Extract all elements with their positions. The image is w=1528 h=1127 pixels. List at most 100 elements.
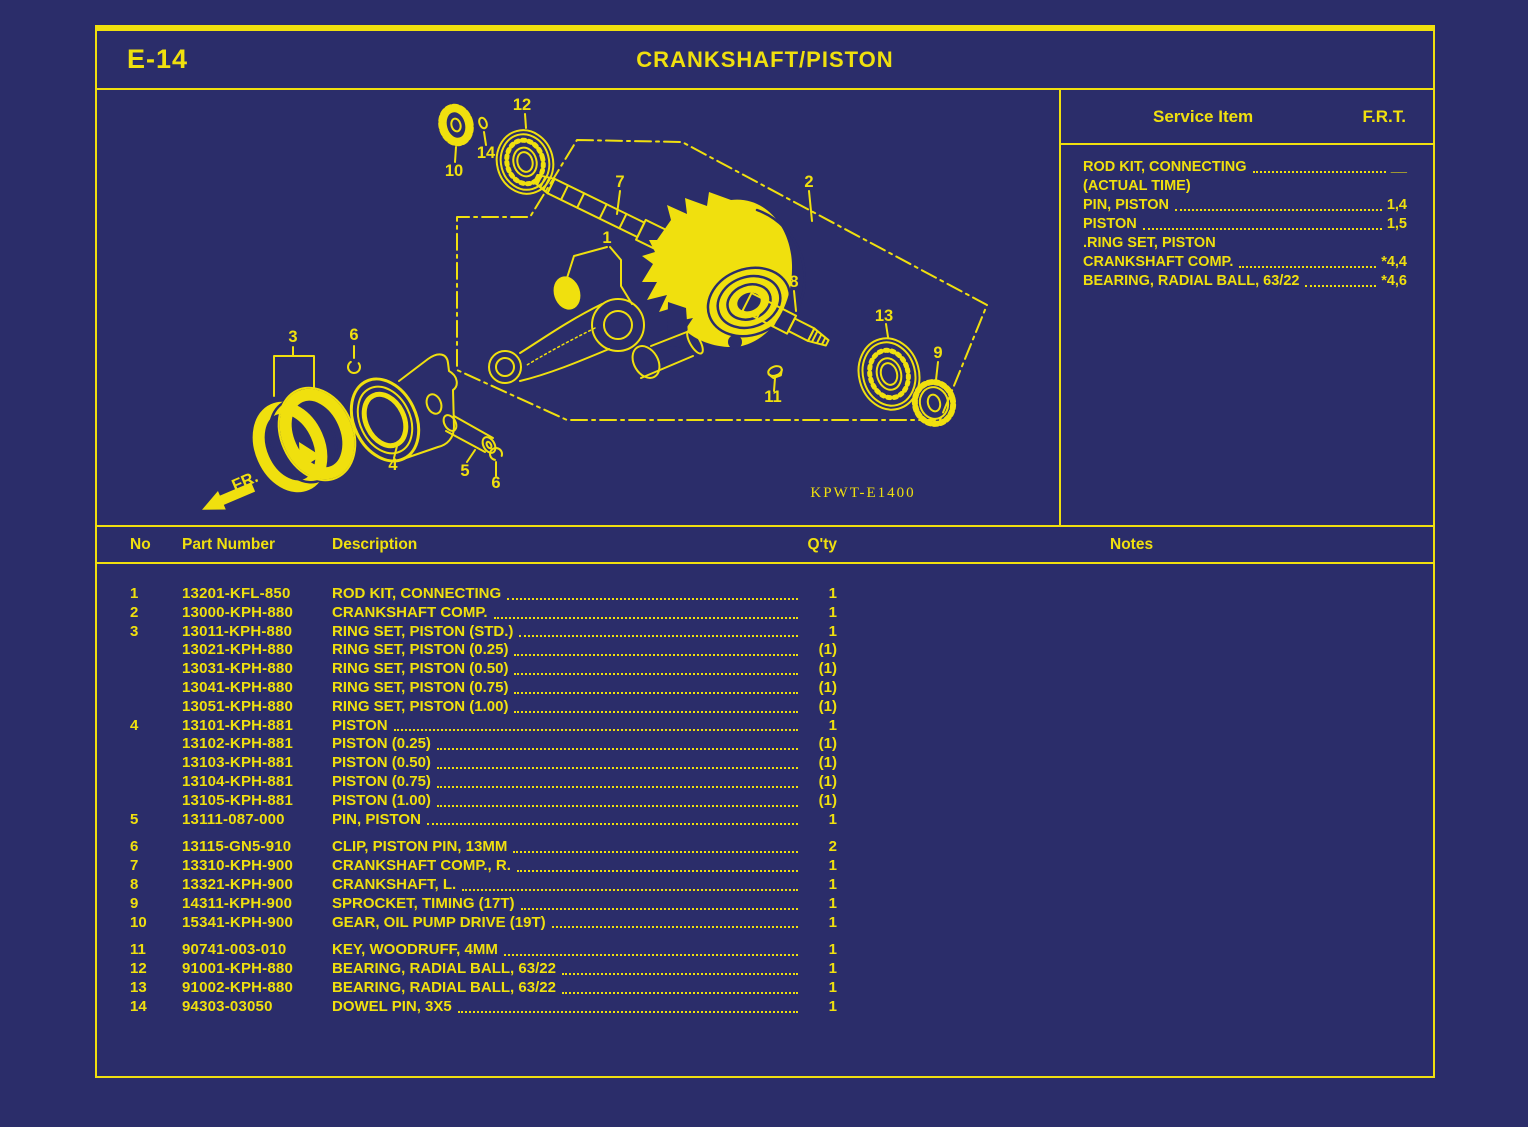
table-row: 8 13321-KPH-900 CRANKSHAFT, L. 1 [130,876,1433,895]
callout-label: 9 [933,344,942,362]
notes-cell [837,623,1433,642]
qty-cell: (1) [818,735,837,753]
dot-leader [507,597,798,600]
description-cell: PISTON (1.00) (1) [332,792,837,811]
table-row: 2 13000-KPH-880 CRANKSHAFT COMP. 1 [130,604,1433,623]
description-cell: CLIP, PISTON PIN, 13MM 2 [332,838,837,857]
service-item-frt: *4,4 [1381,254,1407,270]
dot-leader [1239,266,1377,268]
callout-label: 1 [602,229,611,247]
assembly-outline-dashline [456,139,988,421]
row-no-cell: 4 [130,716,139,734]
table-row: 13104-KPH-881 PISTON (0.75) (1) [130,773,1433,792]
description-text: RING SET, PISTON (0.25) [332,641,509,659]
col-header-notes: Notes [1110,535,1154,553]
table-row: 7 13310-KPH-900 CRANKSHAFT COMP., R. 1 [130,857,1433,876]
row-no-cell [130,735,182,754]
description-cell: RING SET, PISTON (1.00) (1) [332,698,837,717]
bearing-12 [495,129,555,195]
table-row: 13103-KPH-881 PISTON (0.50) (1) [130,754,1433,773]
qty-cell: (1) [818,772,837,790]
dot-leader [436,748,798,751]
notes-cell [837,717,1433,736]
woodruff-key [767,365,783,380]
part-number-cell: 90741-003-010 [182,941,287,959]
dot-leader [519,635,798,638]
callout-label: 6 [491,474,500,492]
service-item-row: .RING SET, PISTON [1083,234,1407,253]
crank-pin [631,327,704,379]
notes-cell [837,979,1433,998]
title-bar: E-14 CRANKSHAFT/PISTON [97,31,1433,90]
crankshaft-right-shaft [532,173,674,254]
qty-cell: (1) [818,754,837,772]
service-item-frt: *4,6 [1381,273,1407,289]
dowel-pin [478,116,488,130]
part-number-cell: 13103-KPH-881 [182,754,293,772]
drawing-code: KPWT-E1400 [810,485,915,501]
row-no-cell [130,641,182,660]
row-no-cell: 5 [130,810,139,828]
description-cell: RING SET, PISTON (0.75) (1) [332,679,837,698]
description-text: KEY, WOODRUFF, 4MM [332,941,498,959]
service-item-label: .RING SET, PISTON [1083,235,1216,251]
fr-direction-arrow [202,482,256,510]
table-row: 13105-KPH-881 PISTON (1.00) (1) [130,792,1433,811]
table-row: 10 15341-KPH-900 GEAR, OIL PUMP DRIVE (19T… [130,914,1433,933]
description-cell: PISTON (0.50) (1) [332,754,837,773]
callout-label: 6 [349,326,358,344]
table-row: 4 13101-KPH-881 PISTON 1 [130,717,1433,736]
parts-table-header: No Part Number Description Q'ty Notes [97,525,1433,564]
row-no-cell: 10 [130,913,147,931]
row-no-cell [130,698,182,717]
notes-cell [837,679,1433,698]
description-cell: ROD KIT, CONNECTING 1 [332,585,837,604]
col-header-no: No [130,535,151,553]
qty-cell: 1 [828,997,837,1015]
description-text: RING SET, PISTON (1.00) [332,697,509,715]
qty-cell: 1 [828,622,837,640]
part-number-cell: 13031-KPH-880 [182,660,293,678]
description-cell: CRANKSHAFT COMP., R. 1 [332,857,837,876]
dot-leader [514,691,798,694]
notes-cell [837,735,1433,754]
part-number-cell: 13105-KPH-881 [182,791,293,809]
piston-pin [442,414,497,454]
table-row: 13021-KPH-880 RING SET, PISTON (0.25) (1) [130,641,1433,660]
dot-leader [514,672,798,675]
qty-cell: (1) [818,678,837,696]
table-row: 13 91002-KPH-880 BEARING, RADIAL BALL, 63/… [130,979,1433,998]
qty-cell: 1 [828,603,837,621]
row-no-cell: 6 [130,838,139,856]
piston-pin-clip-b [489,447,503,461]
service-header: Service Item F.R.T. [1061,90,1433,145]
dot-leader [462,888,798,891]
notes-cell [837,895,1433,914]
dot-leader [1305,285,1377,287]
fr-label: FR. [229,468,261,495]
service-item-row: BEARING, RADIAL BALL, 63/22 *4,6 [1083,272,1407,291]
description-text: ROD KIT, CONNECTING [332,585,502,602]
row-no-cell: 12 [130,960,147,978]
dot-leader [426,823,798,826]
dot-leader [457,1010,798,1013]
row-no-cell: 14 [130,997,147,1015]
service-item-row: PISTON 1,5 [1083,215,1407,234]
notes-cell [837,914,1433,933]
part-number-cell: 13021-KPH-880 [182,641,293,659]
qty-cell: 1 [828,913,837,931]
callout-label: 4 [388,456,398,474]
part-number-cell: 15341-KPH-900 [182,913,293,931]
table-row: 13031-KPH-880 RING SET, PISTON (0.50) (1) [130,660,1433,679]
content-row: FR. KPWT-E1400 12 14 10 7 1 2 8 13 9 11 3 6 4 5 6 Serv… [97,90,1433,525]
description-text: PIN, PISTON [332,810,421,828]
notes-cell [837,838,1433,857]
description-cell: CRANKSHAFT, L. 1 [332,876,837,895]
page-code: E-14 [127,44,189,74]
service-item-header: Service Item [1153,106,1254,126]
piston-ring-set [252,386,357,493]
qty-cell: 2 [828,838,837,856]
bearing-13 [857,337,921,411]
notes-cell [837,857,1433,876]
